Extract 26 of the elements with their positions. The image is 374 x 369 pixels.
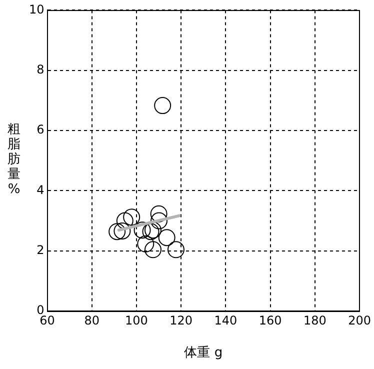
point (150, 205, 168, 222)
x-tick-label: 60 (40, 313, 55, 328)
x-axis-title: 体重 g (184, 346, 223, 361)
point (114, 222, 131, 240)
y-axis-title: 粗脂肪量% (6, 122, 22, 197)
point (108, 223, 126, 240)
x-tick-label: 120 (170, 313, 193, 328)
point (134, 222, 151, 239)
point (154, 97, 172, 114)
point (150, 212, 168, 230)
point (158, 229, 176, 246)
y-tick-label: 10 (28, 2, 44, 16)
x-tick-label: 160 (258, 313, 282, 328)
y-tick-label: 6 (36, 122, 44, 137)
x-tick-label: 140 (214, 313, 238, 328)
y-tick-label: 4 (36, 182, 44, 197)
x-tick-label: 180 (303, 313, 326, 328)
point (144, 241, 162, 258)
y-tick-label: 2 (36, 242, 44, 257)
point (137, 235, 154, 252)
point (167, 241, 184, 258)
x-tick-label: 200 (348, 313, 371, 328)
point (123, 208, 140, 226)
x-tick-label: 100 (125, 313, 148, 328)
y-tick-label: 8 (36, 62, 44, 76)
x-tick-label: 80 (84, 313, 100, 328)
